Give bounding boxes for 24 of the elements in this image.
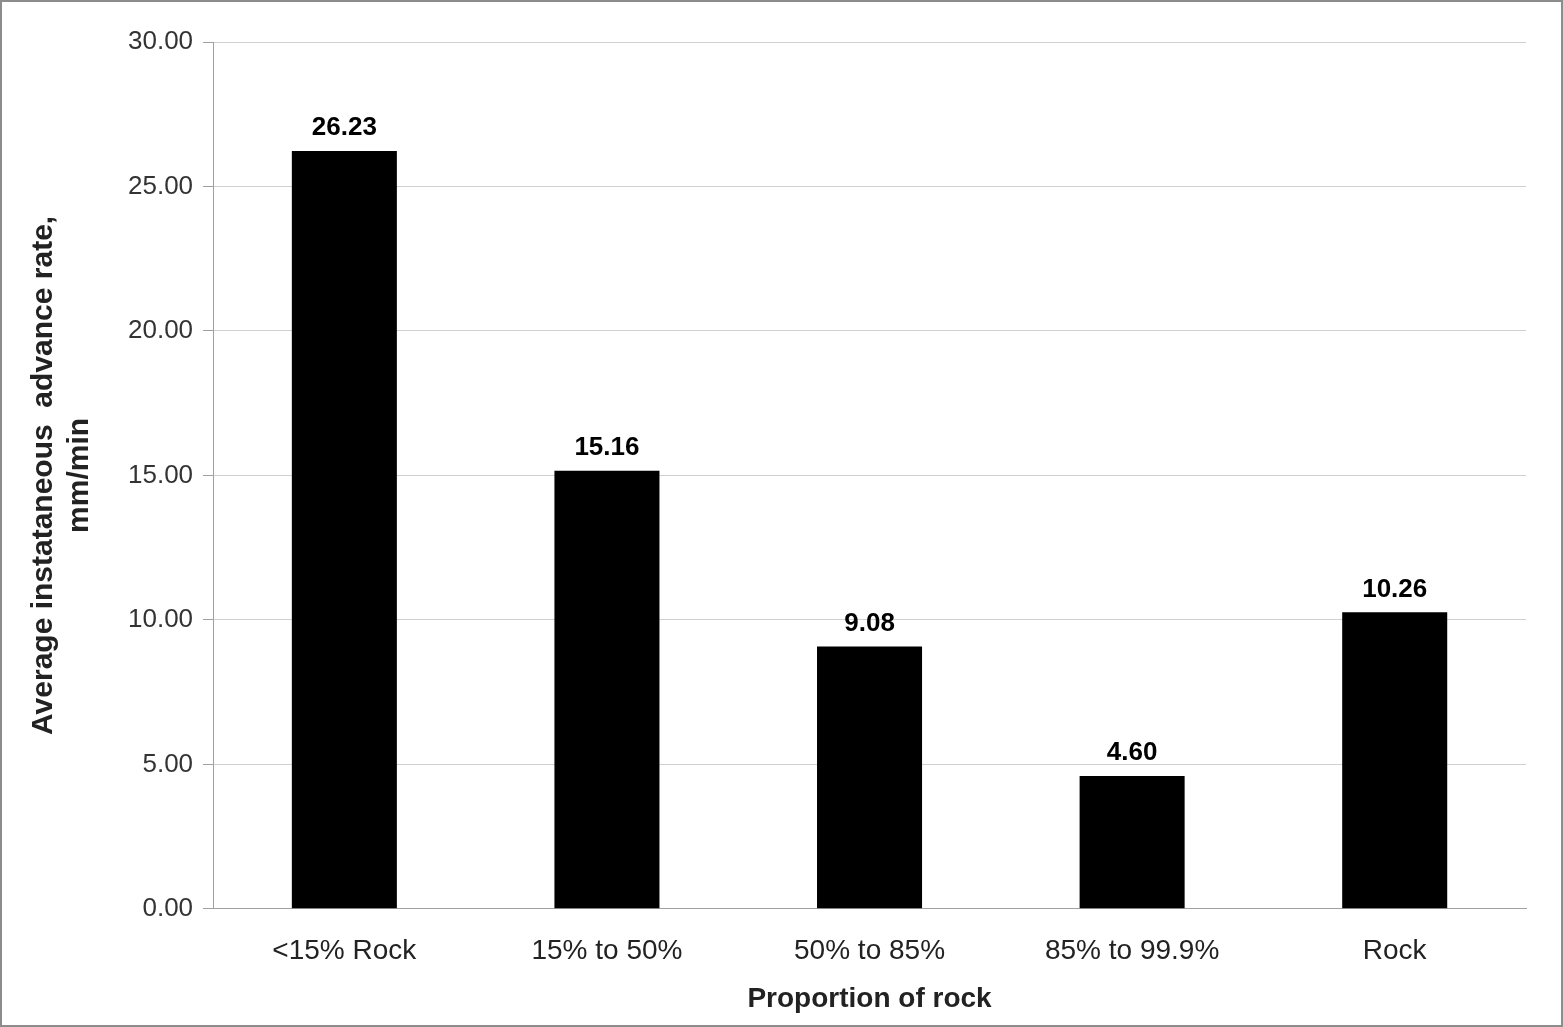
y-tick-label: 0.00 bbox=[142, 891, 194, 922]
bar bbox=[817, 646, 923, 909]
bar bbox=[291, 150, 397, 909]
y-tick-label: 10.00 bbox=[127, 603, 194, 634]
x-tick-label: 15% to 50% bbox=[531, 934, 683, 966]
x-tick-label: <15% Rock bbox=[272, 934, 418, 966]
data-label: 9.08 bbox=[844, 606, 895, 637]
data-label: 26.23 bbox=[311, 111, 377, 142]
bar bbox=[1342, 612, 1448, 909]
x-axis-title: Proportion of rock bbox=[747, 981, 993, 1013]
y-tick-label: 5.00 bbox=[142, 747, 194, 778]
x-tick-label: 85% to 99.9% bbox=[1044, 934, 1220, 966]
y-tick-label: 25.00 bbox=[127, 169, 194, 200]
x-tick-label: Rock bbox=[1362, 934, 1428, 966]
bar bbox=[554, 470, 660, 909]
data-label: 4.60 bbox=[1106, 736, 1158, 767]
x-tick-label: 50% to 85% bbox=[794, 934, 946, 966]
data-label: 15.16 bbox=[574, 430, 640, 461]
y-axis-title: Average instataneous advance rate, mm/min bbox=[25, 215, 95, 735]
bar bbox=[1079, 775, 1185, 909]
y-tick-label: 20.00 bbox=[127, 314, 194, 345]
y-tick-label: 30.00 bbox=[127, 25, 194, 56]
y-tick-label: 15.00 bbox=[127, 458, 194, 489]
data-label: 10.26 bbox=[1362, 572, 1428, 603]
